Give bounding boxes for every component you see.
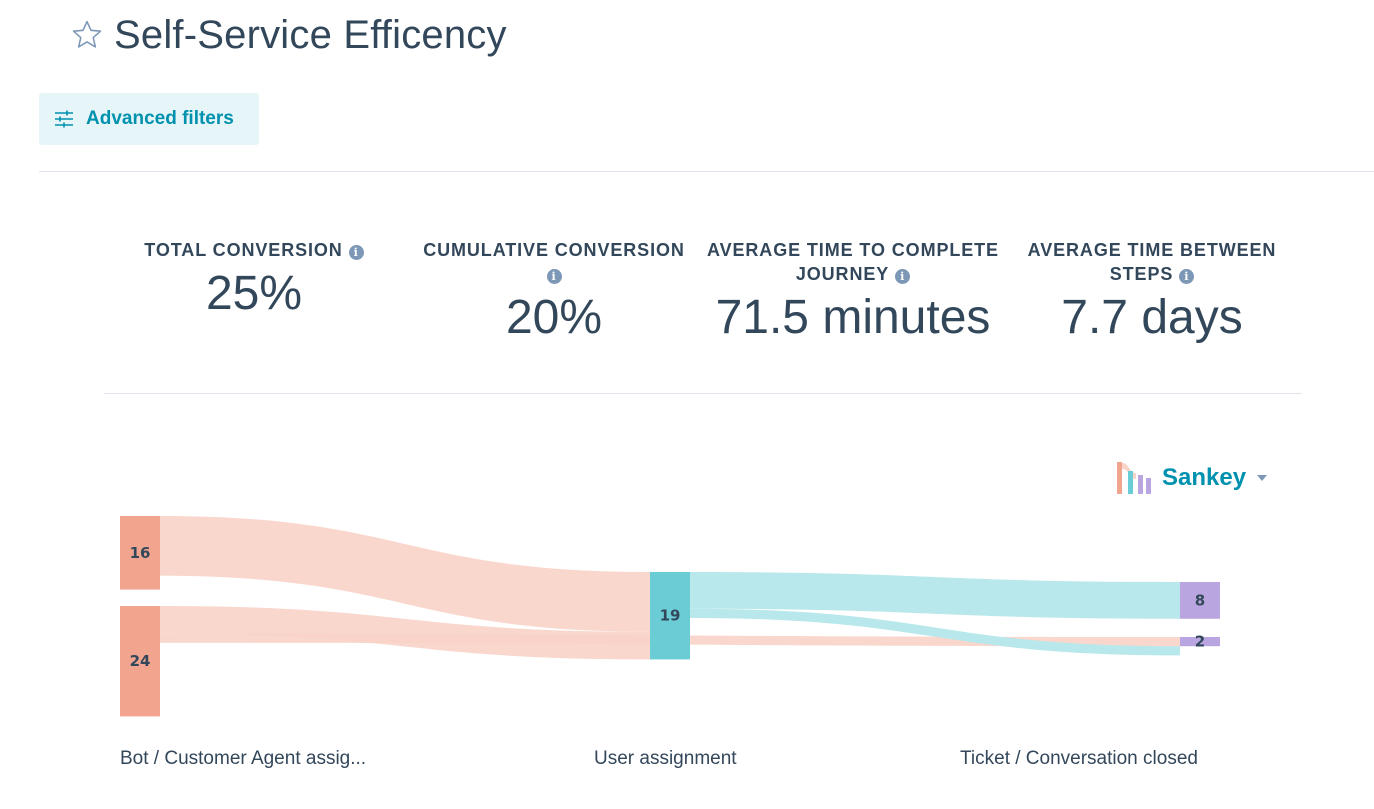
sankey-link-b1-c1[interactable] (690, 572, 1180, 619)
kpi-average-time-to-complete: AVERAGE TIME TO COMPLETE JOURNEY i 71.5 m… (700, 238, 1006, 346)
kpi-value: 25% (205, 267, 303, 320)
step-label: Ticket / Conversation closed (960, 748, 1198, 769)
advanced-filters-button[interactable]: Advanced filters (39, 93, 259, 145)
kpi-total-conversion: TOTAL CONVERSION i 25% (115, 238, 393, 322)
kpi-label: STEPS (1109, 264, 1174, 284)
page-title: Self-Service Efficency (114, 12, 507, 57)
sankey-node[interactable] (120, 516, 160, 590)
kpi-value: 7.7 days (1061, 291, 1243, 344)
info-icon[interactable]: i (546, 269, 562, 284)
info-icon[interactable]: i (348, 245, 364, 260)
divider (104, 393, 1302, 394)
caret-down-icon (1257, 475, 1268, 481)
star-icon[interactable] (70, 18, 104, 52)
sankey-node[interactable] (650, 572, 690, 660)
sankey-node[interactable] (1180, 582, 1220, 619)
kpi-label: AVERAGE TIME BETWEEN (1027, 240, 1277, 260)
kpi-label: JOURNEY (795, 264, 890, 284)
kpi-average-time-between-steps: AVERAGE TIME BETWEEN STEPS i 7.7 days (1012, 238, 1292, 346)
kpi-value: 20% (505, 291, 603, 344)
chart-type-dropdown[interactable]: Sankey (1116, 458, 1268, 498)
sankey-node-label: 8 (1195, 591, 1205, 609)
info-icon[interactable]: i (895, 269, 911, 284)
page-header: Self-Service Efficency (70, 10, 507, 60)
sankey-node[interactable] (1180, 637, 1220, 647)
kpi-label: CUMULATIVE CONVERSION (423, 240, 685, 260)
sankey-link-a1-b1[interactable] (160, 516, 650, 632)
kpi-label: AVERAGE TIME TO COMPLETE (707, 240, 999, 260)
sankey-icon (1117, 462, 1151, 494)
sankey-chart: 16 24 19 8 2 (120, 516, 1220, 717)
sankey-link-a2-b1[interactable] (160, 606, 650, 660)
sliders-icon (55, 110, 73, 128)
sankey-node[interactable] (120, 606, 160, 717)
sankey-link-b1-c2[interactable] (690, 608, 1180, 656)
kpi-value: 71.5 minutes (715, 291, 991, 344)
kpi-cumulative-conversion: CUMULATIVE CONVERSION i 20% (408, 238, 700, 346)
sankey-node-label: 2 (1195, 633, 1205, 651)
chart-type-label: Sankey (1162, 464, 1247, 491)
sankey-node-label: 19 (660, 607, 681, 625)
advanced-filters-label: Advanced filters (86, 108, 234, 129)
divider (39, 171, 1374, 172)
info-icon[interactable]: i (1179, 269, 1195, 284)
step-label: Bot / Customer Agent assig... (120, 748, 367, 769)
kpi-label: TOTAL CONVERSION (144, 240, 343, 260)
sankey-node-label: 16 (130, 544, 151, 562)
sankey-node-label: 24 (130, 652, 151, 670)
step-label: User assignment (594, 748, 737, 769)
